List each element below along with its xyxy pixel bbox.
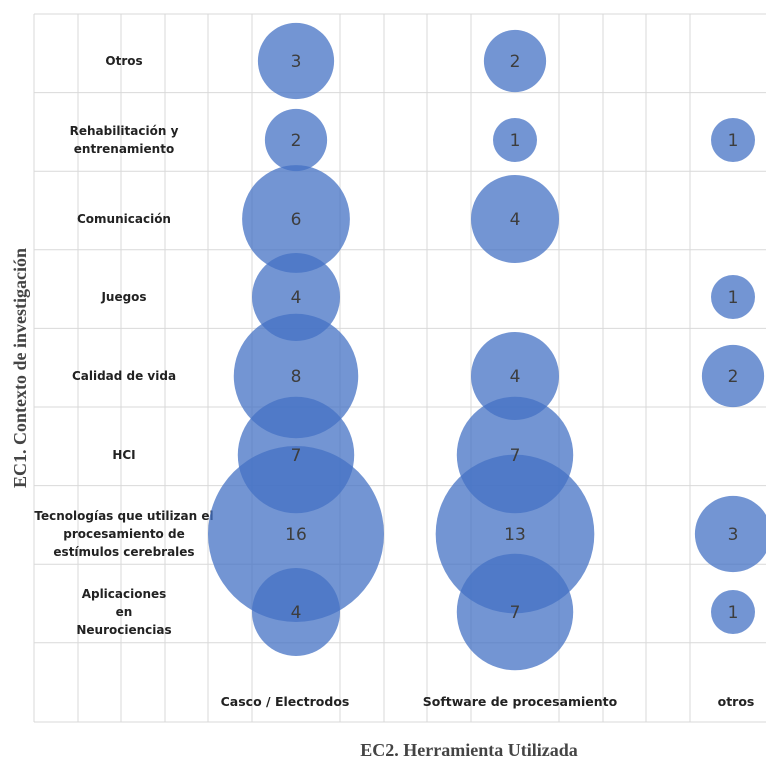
row-label: Aplicaciones en Neurociencias — [76, 587, 171, 637]
row-label: Tecnologías que utilizan el procesamiento… — [34, 509, 213, 559]
bubble-value-label: 3 — [291, 52, 302, 72]
bubble-value-label: 2 — [510, 52, 521, 72]
row-label: Comunicación — [77, 212, 171, 226]
x-axis-title: EC2. Herramienta Utilizada — [360, 740, 577, 760]
row-label: HCI — [112, 448, 135, 462]
bubble — [493, 118, 537, 162]
row-labels: Otros Rehabilitación y entrenamiento Comuni… — [34, 54, 213, 637]
bubble-value-label: 1 — [728, 603, 739, 623]
bubble — [711, 590, 755, 634]
bubble — [252, 568, 340, 656]
column-label: Software de procesamiento — [423, 694, 618, 709]
row-label: Juegos — [100, 290, 146, 304]
bubble — [208, 446, 384, 622]
y-axis-title: EC1. Contexto de investigación — [10, 248, 30, 488]
bubble — [471, 332, 559, 420]
bubble-value-label: 4 — [510, 367, 521, 387]
bubble-value-label: 1 — [728, 131, 739, 151]
bubble-value-label: 7 — [291, 446, 302, 466]
bubble-value-label: 8 — [291, 367, 302, 387]
bubble-value-label: 4 — [291, 288, 302, 308]
column-label: otros — [718, 694, 755, 709]
bubble-value-label: 16 — [285, 525, 307, 545]
bubble — [701, 344, 765, 408]
bubble-value-label: 4 — [510, 210, 521, 230]
bubble — [483, 29, 547, 93]
bubble — [264, 108, 328, 172]
bubble-value-label: 1 — [728, 288, 739, 308]
bubble — [711, 275, 755, 319]
column-label: Casco / Electrodos — [221, 694, 350, 709]
bubbles: 3 2 6 4 8 7 16 4 2 1 4 4 7 13 7 1 1 2 3 1 — [208, 22, 766, 671]
bubble-value-label: 7 — [510, 446, 521, 466]
bubble — [257, 22, 335, 100]
bubble-value-label: 1 — [510, 131, 521, 151]
bubble-value-label: 7 — [510, 603, 521, 623]
bubble — [456, 553, 574, 671]
bubble-value-label: 2 — [291, 131, 302, 151]
bubble-value-label: 2 — [728, 367, 739, 387]
bubble-value-label: 13 — [504, 525, 526, 545]
column-labels: Casco / Electrodos Software de procesamie… — [221, 694, 755, 709]
grid-lines — [33, 13, 766, 723]
bubble — [471, 175, 559, 263]
bubble — [242, 165, 350, 273]
bubble — [694, 495, 766, 573]
bubble — [711, 118, 755, 162]
row-label: Otros — [105, 54, 142, 68]
bubble-value-label: 6 — [291, 210, 302, 230]
row-label: Calidad de vida — [72, 369, 176, 383]
bubble-value-label: 3 — [728, 525, 739, 545]
bubble-value-label: 4 — [291, 603, 302, 623]
row-label: Rehabilitación y entrenamiento — [70, 124, 179, 156]
